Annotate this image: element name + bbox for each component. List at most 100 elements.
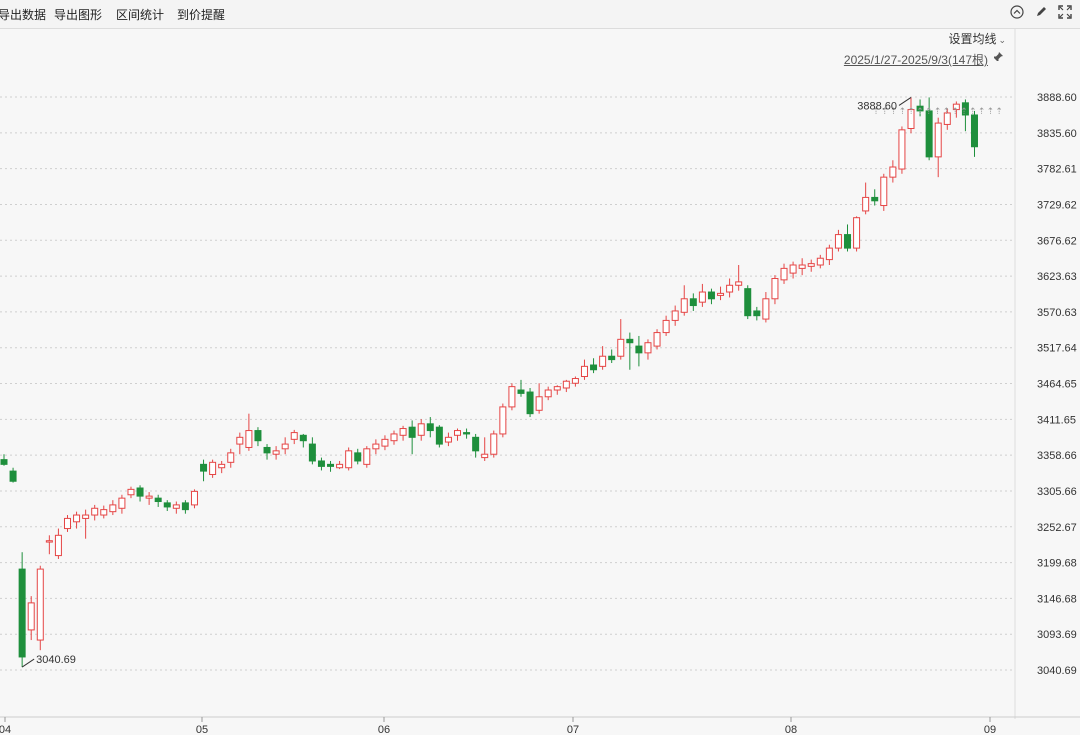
range-label[interactable]: 2025/1/27-2025/9/3(147根): [843, 53, 988, 67]
candle-body: [853, 217, 861, 249]
candlestick-chart[interactable]: 3888.60 3835.60 3782.61 3729.62 3676.62 3623.…: [0, 29, 1080, 735]
candle-body: [54, 534, 62, 557]
export-data-button[interactable]: 导出数据: [0, 8, 47, 22]
min-price-label: 3040.69: [36, 654, 76, 666]
marker-arrow-icon: ⇡: [934, 107, 942, 117]
candle-body: [317, 460, 325, 467]
candle-body: [698, 291, 706, 303]
max-price-label: 3888.60: [857, 100, 897, 112]
y-tick-label: 3676.62: [1037, 235, 1077, 247]
y-tick-label: 3835.60: [1037, 128, 1077, 140]
candle-body: [535, 396, 543, 411]
candle-body: [181, 502, 189, 511]
candle-body: [735, 281, 743, 286]
candle-body: [299, 434, 307, 442]
x-tick-label: 04: [0, 724, 11, 735]
candle-body: [399, 428, 407, 436]
y-tick-label: 3888.60: [1037, 92, 1077, 104]
price-alert-button[interactable]: 到价提醒: [177, 8, 226, 22]
marker-arrow-icon: ⇡: [969, 107, 977, 117]
candle-body: [626, 338, 634, 344]
collapse-icon[interactable]: [1009, 5, 1025, 21]
candle-body: [444, 436, 452, 443]
candle-body: [154, 497, 162, 503]
candle-body: [45, 540, 53, 543]
candle-body: [689, 298, 697, 307]
candle-body: [236, 436, 244, 445]
export-chart-button[interactable]: 导出图形: [54, 8, 103, 22]
candle-body: [118, 497, 126, 509]
candle-body: [472, 436, 480, 452]
y-tick-label: 3464.65: [1037, 379, 1077, 391]
candle-body: [272, 450, 280, 455]
candle-body: [499, 406, 507, 435]
ma-setting-label: 设置均线: [948, 32, 997, 46]
candle-body: [109, 504, 117, 513]
candle-body: [408, 426, 416, 438]
candle-body: [952, 103, 960, 111]
range-label-wrap: 2025/1/27-2025/9/3(147根): [844, 51, 988, 69]
candle-body: [163, 502, 171, 508]
candle-body: [73, 514, 81, 523]
marker-arrow-icon: ⇡: [951, 107, 959, 117]
marker-arrow-icon: ⇡: [872, 107, 880, 117]
ma-setting-dropdown[interactable]: 设置均线 ⌄: [948, 30, 1006, 47]
candle-body: [780, 267, 788, 281]
candle-body: [907, 109, 915, 129]
marker-arrow-icon: ⇡: [925, 107, 933, 117]
fullscreen-icon[interactable]: [1057, 5, 1073, 21]
candle-body: [807, 263, 815, 267]
candle-body: [190, 490, 198, 506]
candle-body: [136, 487, 144, 497]
candle-body: [825, 247, 833, 261]
candle-body: [644, 342, 652, 354]
candle-body: [463, 432, 471, 435]
candle-body: [490, 433, 498, 455]
candle-body: [63, 517, 71, 530]
candle-body: [354, 452, 362, 462]
y-tick-label: 3358.66: [1037, 450, 1077, 462]
candle-body: [562, 380, 570, 389]
candle-body: [209, 461, 217, 475]
range-stats-button[interactable]: 区间统计: [116, 8, 165, 22]
candle-body: [290, 432, 298, 440]
candle-body: [662, 319, 670, 334]
candle-body: [381, 438, 389, 447]
y-tick-label: 3146.68: [1037, 593, 1077, 605]
candle-body: [834, 234, 842, 249]
candle-body: [599, 355, 607, 367]
candle-body: [526, 391, 534, 415]
y-tick-label: 3093.69: [1037, 629, 1077, 641]
candle-body: [871, 196, 879, 202]
marker-arrow-icon: ⇡: [987, 107, 995, 117]
candle-body: [925, 110, 933, 158]
candle-body: [218, 463, 226, 469]
candle-body: [889, 166, 897, 178]
candle-body: [789, 264, 797, 274]
candle-body: [281, 443, 289, 450]
candle-body: [417, 423, 425, 436]
candle-body: [580, 365, 588, 378]
candle-body: [726, 284, 734, 293]
candle-body: [327, 463, 335, 467]
candle-body: [635, 345, 643, 354]
candle-body: [943, 112, 951, 125]
y-tick-label: 3252.67: [1037, 522, 1077, 534]
pen-icon[interactable]: [1033, 5, 1049, 21]
candle-body: [762, 298, 770, 320]
x-tick-label: 05: [196, 724, 208, 735]
candle-body: [0, 459, 8, 465]
candle-body: [254, 430, 262, 442]
candle-body: [798, 264, 806, 269]
marker-arrow-icon: ⇡: [960, 107, 968, 117]
candle-body: [91, 507, 99, 516]
candle-body: [36, 568, 44, 641]
pin-icon[interactable]: [992, 51, 1004, 66]
candle-body: [844, 234, 852, 249]
candle-body: [970, 114, 978, 148]
y-tick-label: 3305.66: [1037, 486, 1077, 498]
candle-body: [372, 443, 380, 450]
candle-body: [27, 602, 35, 631]
candle-body: [145, 495, 153, 499]
candle-body: [200, 463, 208, 472]
